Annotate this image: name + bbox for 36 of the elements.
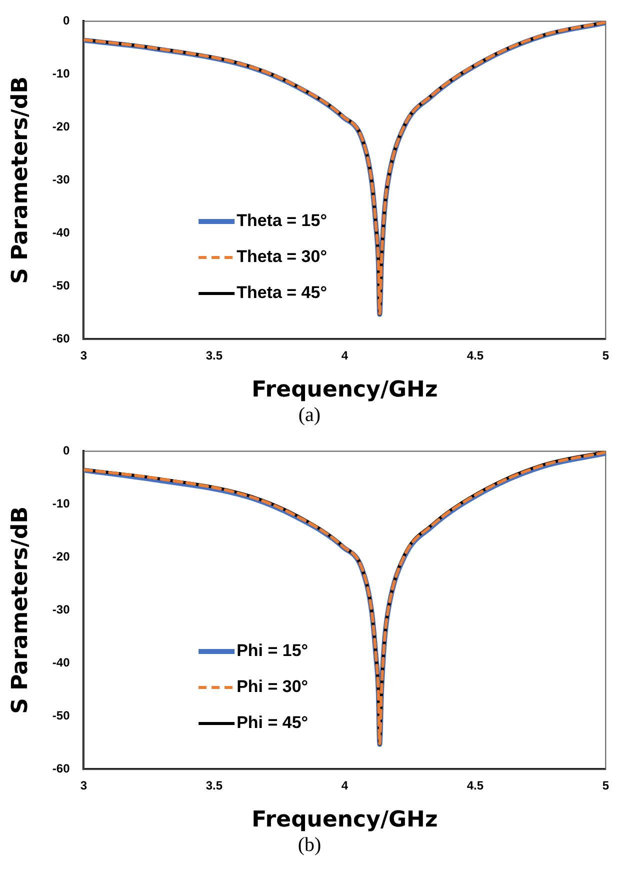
y-tick-label: -40 [52,656,70,670]
y-tick-label: -30 [52,172,70,187]
y-tick-label: -30 [52,602,70,617]
y-tick-label: -20 [52,550,70,564]
y-tick-label: -10 [52,66,70,81]
legend-label: Theta = 15° [236,211,328,230]
legend-label: Phi = 15° [236,641,308,660]
text: (a) [297,404,322,428]
legend-label: Phi = 30° [236,677,308,696]
y-tick-label: -60 [52,332,70,346]
x-axis-title: Frequency/GHz [252,378,438,403]
x-axis-title: Frequency/GHz [252,808,438,833]
y-axis-title: S Parameters/dB [8,76,33,284]
y-tick-label: -10 [52,496,70,511]
x-tick-label: 3.5 [206,778,223,793]
x-tick-label: 4.5 [466,348,484,363]
x-tick-label: 4 [341,778,348,793]
x-tick-label: 5 [602,348,610,363]
x-tick-label: 5 [602,778,610,793]
x-tick-label: 3.5 [206,348,223,363]
x-tick-label: 4.5 [466,778,484,793]
legend-label: Theta = 45° [236,283,328,302]
y-tick-label: 0 [63,14,70,28]
y-tick-label: -50 [52,708,70,723]
y-tick-label: -60 [52,762,70,776]
y-tick-label: 0 [63,444,70,458]
y-tick-label: -20 [52,120,70,134]
x-tick-label: 3 [80,778,88,793]
y-axis-title: S Parameters/dB [8,506,33,714]
x-tick-label: 3 [80,348,88,363]
text: (b) [296,834,322,858]
y-tick-label: -40 [52,226,70,240]
x-tick-label: 4 [341,348,348,363]
y-tick-label: -50 [52,278,70,293]
legend-label: Theta = 30° [236,247,328,266]
legend-label: Phi = 45° [236,713,308,732]
